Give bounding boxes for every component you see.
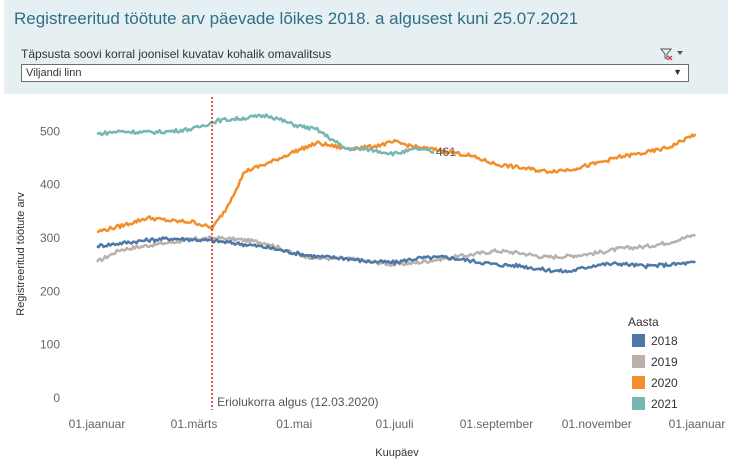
x-tick-label: 01.november	[562, 417, 632, 431]
x-axis-title: Kuupäev	[375, 447, 419, 459]
x-tick-label: 01.jaanuar	[69, 417, 126, 431]
y-axis: 0 100 200 300 400 500	[40, 124, 60, 405]
legend-swatch-2020	[632, 376, 645, 389]
x-tick-label: 01.jaanuar	[669, 417, 726, 431]
x-tick-label: 01.mai	[276, 417, 312, 431]
x-tick-label: 01.september	[460, 417, 533, 431]
legend-title: Aasta	[628, 315, 659, 329]
legend-swatch-2018	[632, 334, 645, 347]
y-tick-label: 400	[40, 178, 60, 192]
reference-line-label: Eriolukorra algus (12.03.2020)	[217, 395, 378, 409]
dropdown-arrow-icon: ▼	[673, 67, 682, 77]
legend-label-2019: 2019	[651, 355, 678, 369]
filter-label: Täpsusta soovi korral joonisel kuvatav k…	[21, 47, 332, 61]
series-line-2018	[96, 236, 696, 274]
municipality-select-value: Viljandi linn	[26, 67, 82, 79]
y-tick-label: 0	[53, 391, 60, 405]
x-axis: 01.jaanuar 01.märts 01.mai 01.juuli 01.septe…	[69, 417, 726, 431]
x-tick-label: 01.märts	[171, 417, 218, 431]
filter-clear-icon[interactable]	[659, 46, 689, 62]
legend-label-2018: 2018	[651, 334, 678, 348]
legend-swatch-2019	[632, 355, 645, 368]
y-tick-label: 100	[40, 338, 60, 352]
page-title: Registreeritud töötute arv päevade lõike…	[14, 9, 579, 28]
legend-label-2021: 2021	[651, 397, 678, 411]
y-tick-label: 200	[40, 284, 60, 298]
legend: Aasta 2018 2019 2020 2021	[628, 315, 678, 411]
legend-swatch-2021	[632, 397, 645, 410]
y-tick-label: 500	[40, 124, 60, 138]
series-line-2021	[96, 113, 435, 157]
y-axis-title: Registreeritud töötute arv	[15, 192, 27, 316]
series-lines	[95, 113, 697, 274]
x-tick-label: 01.juuli	[376, 417, 414, 431]
legend-label-2020: 2020	[651, 376, 678, 390]
series-line-2020	[96, 133, 697, 233]
end-value-label: 461	[436, 145, 456, 159]
header-panel: Registreeritud töötute arv päevade lõike…	[4, 0, 728, 94]
y-tick-label: 300	[40, 231, 60, 245]
municipality-select[interactable]: Viljandi linn ▼	[21, 64, 689, 82]
chevron-down-icon	[677, 51, 683, 55]
